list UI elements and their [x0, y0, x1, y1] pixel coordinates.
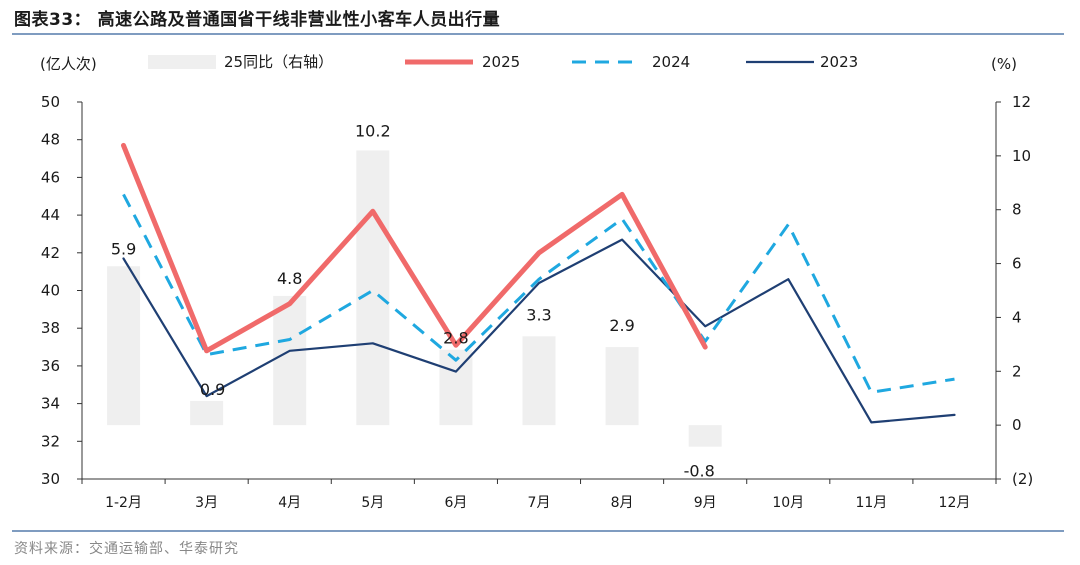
source-note: 资料来源：交通运输部、华泰研究 [14, 541, 239, 557]
x-tick-label: 8月 [611, 495, 634, 511]
bars-layer [107, 150, 722, 447]
right-tick-label: 0 [1012, 416, 1022, 434]
left-tick-label: 46 [41, 168, 60, 186]
series-line-2025 [121, 142, 708, 354]
series-line-2024 [122, 193, 955, 394]
bar-value-label: -0.8 [684, 462, 715, 481]
left-tick-label: 32 [41, 432, 60, 450]
left-tick-label: 36 [41, 357, 60, 375]
left-tick-label: 40 [41, 282, 60, 300]
bar-value-label: 2.8 [443, 329, 468, 348]
legend: 25同比（右轴） 2025 2024 2023 [148, 53, 858, 71]
left-tick-label: 48 [41, 131, 60, 149]
bar-7 [688, 425, 722, 447]
right-tick-label: 4 [1012, 308, 1022, 326]
x-tick-label: 5月 [361, 495, 384, 511]
left-tick-label: 38 [41, 319, 60, 337]
chart-title: 图表33： 高速公路及普通国省干线非营业性小客车人员出行量 [14, 10, 501, 30]
series-line-2023 [122, 238, 956, 424]
bar-value-label: 5.9 [111, 239, 136, 258]
bar-3 [356, 150, 390, 426]
left-tick-label: 50 [41, 93, 60, 111]
bar-2 [273, 295, 307, 426]
legend-label-2025: 2025 [482, 53, 520, 71]
right-tick-label: (2) [1012, 470, 1033, 488]
bar-value-label: 10.2 [355, 121, 391, 140]
left-tick-label: 44 [41, 206, 60, 224]
labels-layer: (亿人次) (%) 5.9 0.9 4.8 10.2 2.8 3.3 2.9 -0.8 [40, 55, 1017, 481]
x-tick-label: 9月 [694, 495, 717, 511]
x-tick-label: 11月 [855, 495, 887, 511]
bar-value-label: 2.9 [609, 316, 634, 335]
left-axis-unit: (亿人次) [40, 55, 97, 73]
x-tick-label: 12月 [939, 495, 971, 511]
bar-1 [190, 400, 224, 426]
x-tick-label: 7月 [528, 495, 551, 511]
bar-6 [605, 347, 639, 426]
right-axis-unit: (%) [991, 55, 1017, 73]
legend-label-bars: 25同比（右轴） [224, 53, 333, 71]
bar-0 [107, 266, 141, 426]
bar-4 [439, 349, 473, 426]
x-tick-label: 10月 [772, 495, 804, 511]
left-tick-label: 34 [41, 395, 60, 413]
x-tick-label: 3月 [195, 495, 218, 511]
bar-5 [522, 336, 556, 426]
bar-value-label: 4.8 [277, 269, 302, 288]
bar-value-label: 3.3 [526, 305, 551, 324]
right-tick-label: 2 [1012, 362, 1022, 380]
legend-label-2023: 2023 [820, 53, 858, 71]
right-tick-label: 8 [1012, 201, 1022, 219]
x-tick-label: 4月 [278, 495, 301, 511]
x-tick-label: 6月 [444, 495, 467, 511]
bar-value-label: 0.9 [200, 380, 225, 399]
legend-label-2024: 2024 [652, 53, 690, 71]
x-tick-label: 1-2月 [105, 495, 142, 511]
left-tick-label: 30 [41, 470, 60, 488]
right-tick-label: 12 [1012, 93, 1031, 111]
left-tick-label: 42 [41, 244, 60, 262]
legend-swatch-bars [148, 55, 216, 69]
lines-layer [121, 142, 956, 424]
right-tick-label: 6 [1012, 255, 1022, 273]
top-rule [12, 33, 1064, 35]
right-tick-label: 10 [1012, 147, 1031, 165]
bottom-rule [12, 530, 1064, 532]
